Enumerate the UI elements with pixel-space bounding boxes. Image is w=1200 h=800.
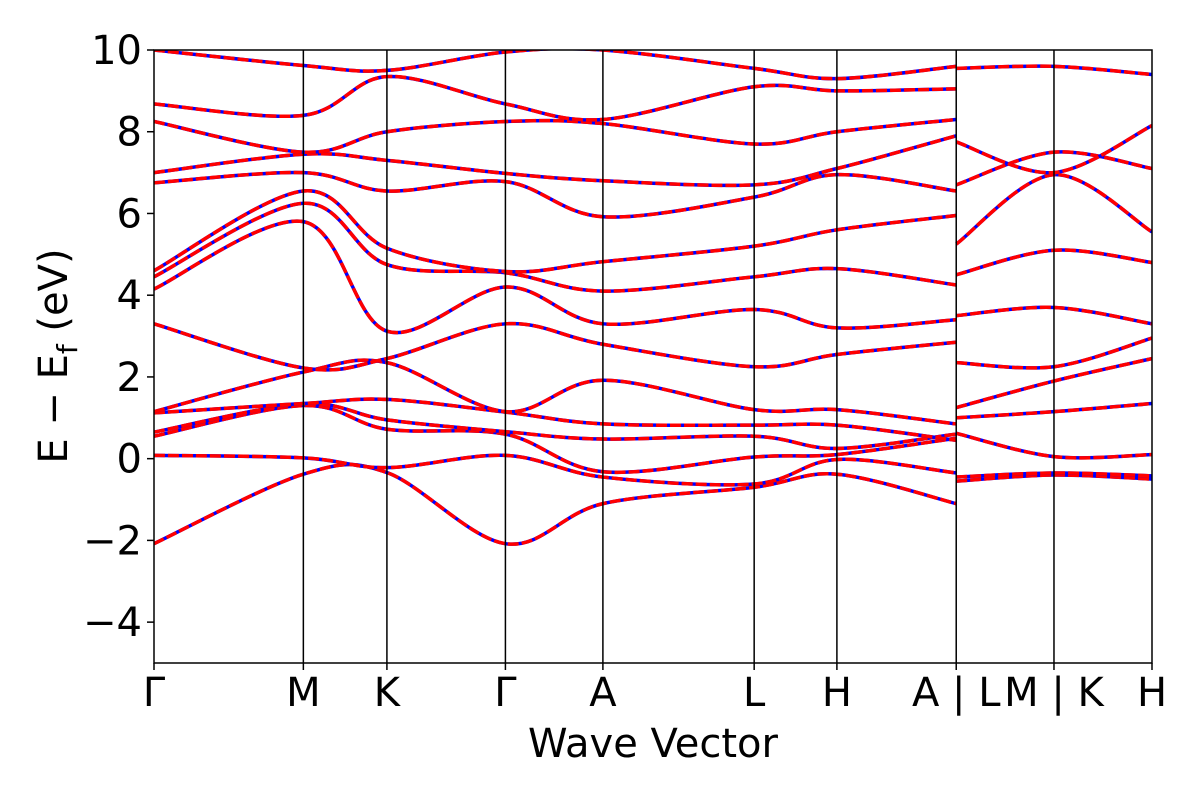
x-tick-label: M — [286, 670, 321, 716]
y-tick-label: −2 — [83, 518, 142, 564]
band-line-red — [956, 401, 1152, 420]
band-line-blue — [154, 403, 957, 475]
x-axis-label: Wave Vector — [528, 721, 779, 767]
y-axis-label: E − Ef (eV) — [31, 248, 84, 463]
band-line-red — [154, 321, 957, 372]
x-tick-label: M | K — [1004, 670, 1105, 716]
band-line-red — [956, 471, 1152, 479]
band-line-red — [956, 64, 1152, 77]
band-line-red — [154, 462, 957, 546]
x-tick-label: Γ — [494, 670, 517, 716]
x-tick-label: K — [374, 670, 402, 716]
band-line-blue — [154, 219, 957, 335]
y-tick-label: 4 — [117, 273, 142, 319]
band-line-red — [154, 397, 957, 443]
band-line-blue — [154, 74, 957, 122]
y-tick-label: 2 — [117, 355, 142, 401]
x-tick-label: H — [1137, 670, 1167, 716]
y-axis-label-main: E − E — [31, 354, 77, 464]
plot-frame — [153, 49, 1153, 664]
band-line-blue — [154, 134, 957, 188]
y-tick-label: 0 — [117, 437, 142, 483]
band-line-red — [154, 358, 957, 426]
band-line-red — [154, 201, 957, 293]
y-tick-label: 6 — [117, 191, 142, 237]
band-line-red — [154, 74, 957, 122]
x-tick-label: Γ — [143, 670, 166, 716]
band-line-red — [154, 50, 957, 81]
x-tick-label: L — [743, 670, 766, 716]
band-line-blue — [154, 201, 957, 293]
band-line-red — [154, 453, 957, 487]
y-axis-label-unit: (eV) — [31, 248, 77, 344]
band-line-red — [154, 403, 957, 475]
x-tick-label: H — [822, 670, 852, 716]
band-line-red — [154, 117, 957, 154]
x-tick-label: A — [589, 670, 617, 716]
y-axis: −4 −2 0 2 4 6 8 10 — [83, 28, 154, 646]
y-tick-label: 10 — [91, 28, 142, 74]
band-line-blue — [154, 358, 957, 426]
y-tick-label: 8 — [117, 110, 142, 156]
x-tick-label: A | L — [912, 670, 1001, 716]
band-line-red — [154, 401, 957, 451]
y-axis-label-sub: f — [51, 343, 84, 354]
band-line-red — [154, 219, 957, 335]
y-tick-label: −4 — [83, 600, 142, 646]
band-line-blue — [154, 462, 957, 546]
band-line-red — [956, 473, 1152, 483]
high-symmetry-lines — [302, 50, 1055, 663]
